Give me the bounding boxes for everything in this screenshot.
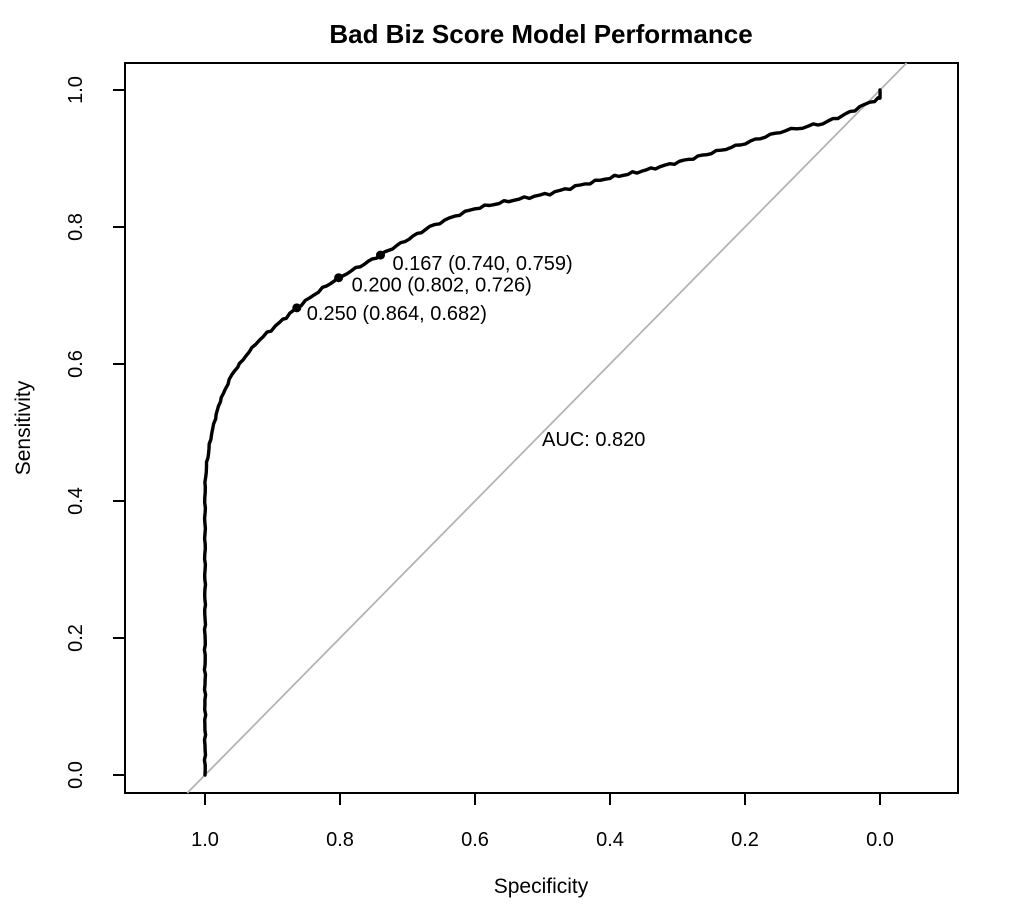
threshold-point <box>292 303 302 313</box>
threshold-points: 0.167 (0.740, 0.759)0.200 (0.802, 0.726)… <box>292 250 573 325</box>
chance-diagonal-line <box>186 62 908 794</box>
x-tick-label: 0.0 <box>866 829 894 851</box>
x-axis-label: Specificity <box>494 875 589 898</box>
x-tick-label: 0.2 <box>731 829 759 851</box>
threshold-label: 0.200 (0.802, 0.726) <box>352 275 532 297</box>
y-tick-label: 0.4 <box>65 487 87 515</box>
x-tick-label: 0.4 <box>596 829 624 851</box>
y-tick-label: 0.6 <box>65 350 87 378</box>
x-axis-ticks: 1.0 0.8 0.6 0.4 0.2 0.0 <box>191 793 894 851</box>
x-tick-label: 1.0 <box>191 829 219 851</box>
plot-area: 0.167 (0.740, 0.759)0.200 (0.802, 0.726)… <box>186 62 908 794</box>
y-axis-ticks: 0.0 0.2 0.4 0.6 0.8 1.0 <box>65 76 125 789</box>
threshold-label: 0.167 (0.740, 0.759) <box>393 253 573 275</box>
chart-title: Bad Biz Score Model Performance <box>329 19 752 49</box>
y-tick-label: 0.2 <box>65 624 87 652</box>
y-axis-label: Sensitivity <box>12 380 35 475</box>
y-tick-label: 0.0 <box>65 761 87 789</box>
y-tick-label: 1.0 <box>65 76 87 104</box>
threshold-label: 0.250 (0.864, 0.682) <box>307 303 487 325</box>
y-tick-label: 0.8 <box>65 213 87 241</box>
x-tick-label: 0.8 <box>326 829 354 851</box>
plot-box <box>124 62 959 794</box>
roc-curve <box>202 88 882 777</box>
auc-label: AUC: 0.820 <box>542 429 645 451</box>
threshold-point <box>334 273 344 283</box>
threshold-point <box>376 250 385 260</box>
x-tick-label: 0.6 <box>461 829 489 851</box>
